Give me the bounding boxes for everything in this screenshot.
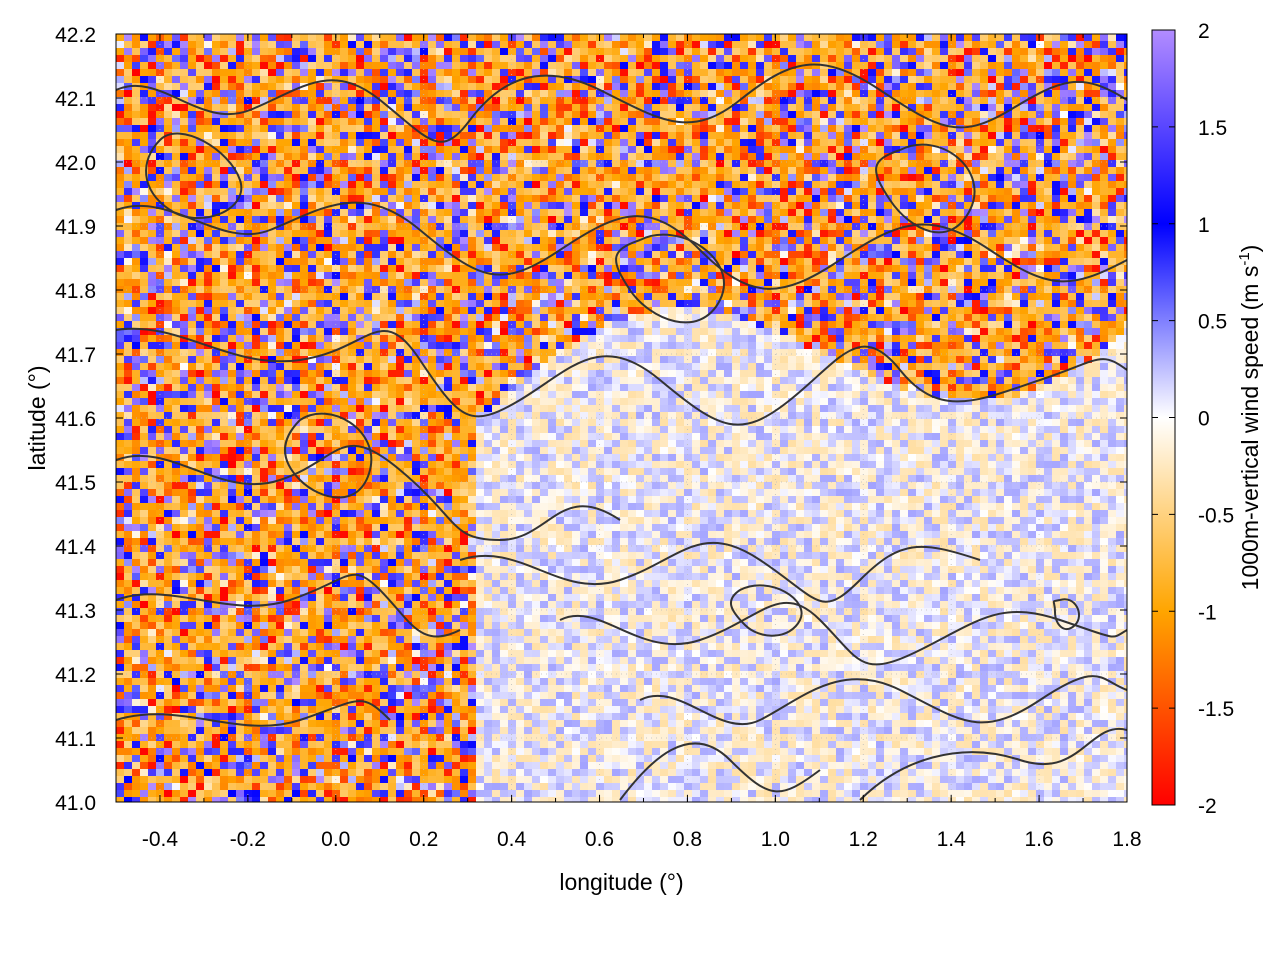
contour-line xyxy=(284,412,373,499)
y-tick-label: 41.4 xyxy=(55,536,96,559)
colorbar-ticks: 2 1.5 1 0.5 0 -0.5 -1 -1.5 -2 xyxy=(1152,20,1234,818)
y-tick-label: 41.6 xyxy=(55,408,96,431)
y-tick-label: 42.0 xyxy=(55,152,96,175)
colorbar-tick-label: 0.5 xyxy=(1198,311,1227,334)
colorbar-title: 1000m-vertical wind speed (m s-1) xyxy=(1236,245,1263,591)
contour-line xyxy=(730,584,803,637)
y-tick-label: 41.9 xyxy=(55,216,96,239)
x-tick-label: 0.4 xyxy=(497,828,527,851)
x-tick-label: 0.6 xyxy=(585,828,614,851)
colorbar-title-close: ) xyxy=(1237,245,1263,253)
x-tick-label: 1.8 xyxy=(1112,828,1141,851)
contour-line xyxy=(145,132,243,219)
colorbar-tick-label: 2 xyxy=(1198,20,1210,43)
contour-line xyxy=(1052,598,1080,631)
y-axis-ticks: 41.0 41.1 41.2 41.3 41.4 41.5 41.6 41.7 41.8 41.9… xyxy=(55,24,1127,815)
x-axis-title: longitude (°) xyxy=(559,869,683,895)
y-tick-label: 41.7 xyxy=(55,344,96,367)
x-tick-label: 1.2 xyxy=(849,828,878,851)
contour-line xyxy=(116,573,461,638)
contour-line xyxy=(459,541,981,603)
x-tick-label: 0.2 xyxy=(409,828,438,851)
y-tick-label: 41.5 xyxy=(55,472,96,495)
contour-line xyxy=(116,700,391,727)
colorbar-tick-label: 1.5 xyxy=(1198,117,1227,140)
x-tick-label: -0.4 xyxy=(142,828,179,851)
colorbar-tick-label: -1.5 xyxy=(1198,698,1234,721)
colorbar-tick-label: -0.5 xyxy=(1198,504,1234,527)
contour-line xyxy=(559,601,1127,666)
y-tick-label: 42.2 xyxy=(55,24,96,47)
colorbar-tick-label: -1 xyxy=(1198,601,1217,624)
contour-line xyxy=(615,233,725,324)
contour-line xyxy=(116,444,621,541)
x-tick-label: 1.4 xyxy=(937,828,967,851)
y-tick-label: 41.3 xyxy=(55,600,96,623)
y-tick-label: 41.8 xyxy=(55,280,96,303)
x-tick-label: 0.0 xyxy=(321,828,350,851)
colorbar-title-superscript: -1 xyxy=(1236,252,1253,265)
grid-lines xyxy=(116,34,1127,802)
colorbar-tick-label: -2 xyxy=(1198,795,1217,818)
x-tick-label: 0.8 xyxy=(673,828,702,851)
x-tick-label: -0.2 xyxy=(230,828,266,851)
contour-line xyxy=(116,63,1127,143)
y-tick-label: 41.2 xyxy=(55,664,96,687)
contour-line xyxy=(116,201,1127,290)
x-tick-label: 1.0 xyxy=(761,828,790,851)
y-tick-label: 42.1 xyxy=(55,88,96,111)
colorbar-tick-label: 0 xyxy=(1198,408,1210,431)
x-tick-label: 1.6 xyxy=(1024,828,1053,851)
contour-line xyxy=(639,675,1127,726)
contour-line xyxy=(859,727,1127,801)
colorbar-tick-label: 1 xyxy=(1198,214,1210,237)
y-tick-label: 41.1 xyxy=(55,728,96,751)
heatmap-field xyxy=(116,34,1127,802)
x-axis-ticks: -0.4 -0.2 0.0 0.2 0.4 0.6 0.8 1.0 1.2 1.4 1.6 1.8 xyxy=(142,34,1142,851)
y-axis-title: latitude (°) xyxy=(24,365,50,470)
contour-line xyxy=(619,742,821,801)
contour-line xyxy=(875,143,976,234)
colorbar-title-main: 1000m-vertical wind speed (m s xyxy=(1237,266,1263,591)
y-tick-label: 41.0 xyxy=(55,792,96,815)
terrain-contours xyxy=(116,63,1127,801)
contour-line xyxy=(116,327,1127,426)
